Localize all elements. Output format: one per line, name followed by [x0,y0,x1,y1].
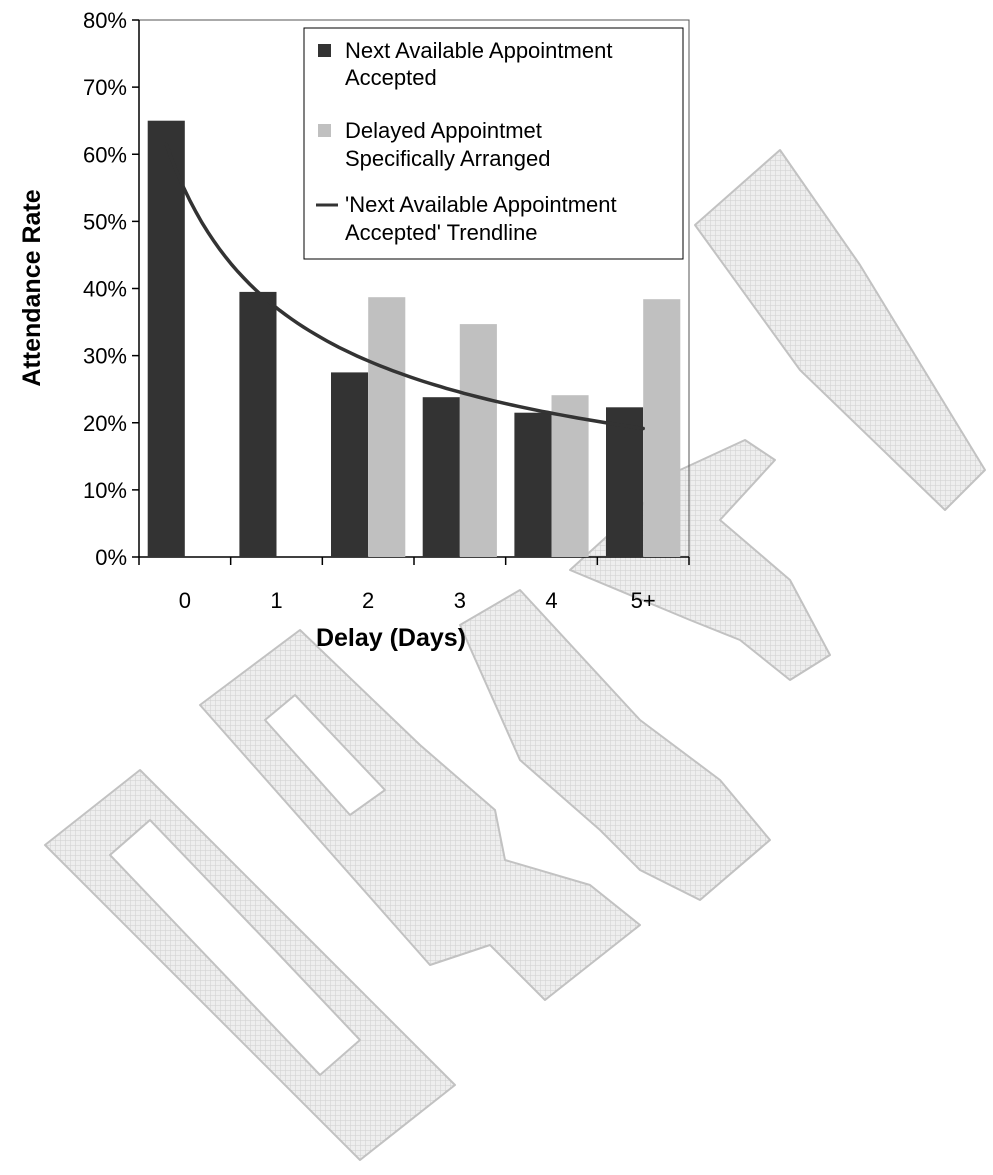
x-tick-label: 0 [179,588,191,613]
legend-label-delayed-line1: Delayed Appointmet [345,118,542,143]
y-tick-label: 60% [83,142,127,167]
watermark-letter-r-counter [264,694,386,816]
legend-swatch-next-available [318,44,331,57]
tick-group: 0% 10% 20% 30% 40% 50% 60% 70% 80% 0 1 2 3 4 5+ [83,8,690,613]
y-tick-label: 0% [95,545,127,570]
y-tick-label: 70% [83,75,127,100]
bar-s0-0 [147,120,185,557]
bar-s0-5+ [606,407,644,557]
watermark-letter-d-counter [109,819,361,1076]
bar-s0-4 [514,412,552,557]
legend-label-trendline-line2: Accepted' Trendline [345,220,538,245]
legend: Next Available Appointment Accepted Dela… [303,27,684,260]
bar-s1-2 [368,297,406,557]
x-tick-label: 2 [362,588,374,613]
bar-s0-1 [239,291,277,557]
watermark-letter-t [694,149,986,511]
bar-s1-3 [459,324,497,557]
x-axis-title: Delay (Days) [316,624,466,652]
trendline-group [164,142,645,431]
legend-label-trendline-line1: 'Next Available Appointment [345,192,617,217]
trendline-path [164,142,645,431]
legend-swatch-delayed [318,124,331,137]
x-tick-label: 4 [545,588,557,613]
draft-watermark [44,149,986,1161]
y-tick-label: 50% [83,209,127,234]
x-tick-label: 5+ [631,588,656,613]
y-tick-label: 10% [83,478,127,503]
y-tick-label: 20% [83,411,127,436]
legend-label-next-available-line1: Next Available Appointment [345,38,612,63]
x-tick-label: 3 [454,588,466,613]
legend-label-delayed-line2: Specifically Arranged [345,146,550,171]
legend-box [303,27,684,260]
y-tick-label: 40% [83,277,127,302]
y-tick-label: 30% [83,344,127,369]
y-axis-title: Attendance Rate [18,189,46,386]
x-tick-label: 1 [270,588,282,613]
watermark-letter-a [459,589,771,901]
bar-s1-4 [551,395,589,557]
bar-s0-2 [331,372,369,557]
bar-group [147,120,681,557]
y-tick-label: 80% [83,8,127,33]
bar-s1-5+ [643,299,681,557]
watermark-letter-f [569,439,831,681]
legend-label-next-available-line2: Accepted [345,65,437,90]
bar-s0-3 [422,397,460,557]
